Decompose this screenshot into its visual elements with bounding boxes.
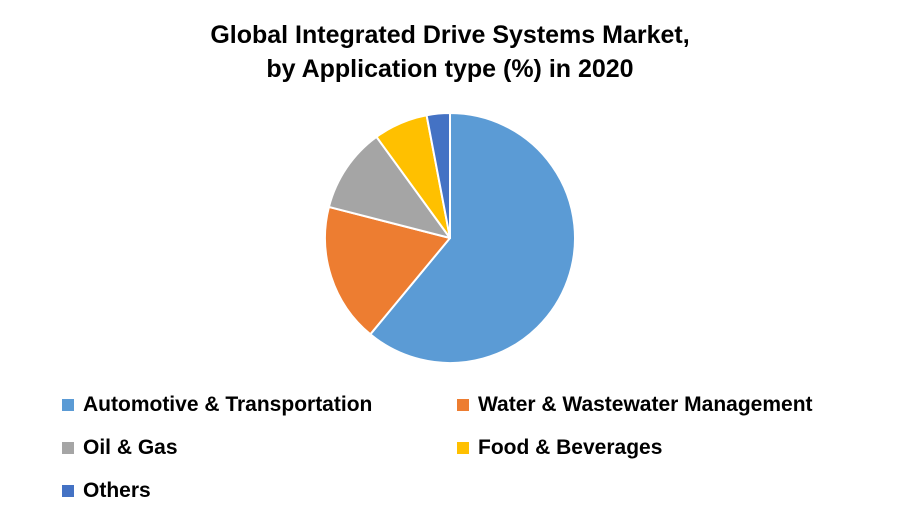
legend-item-2: Oil & Gas xyxy=(62,435,457,461)
legend-label: Others xyxy=(83,479,151,502)
chart-title-line-2: by Application type (%) in 2020 xyxy=(266,55,634,83)
pie-slice-0 xyxy=(369,112,576,364)
legend-item-1: Water & Wastewater Management xyxy=(457,392,882,418)
legend-item-0: Automotive & Transportation xyxy=(62,392,457,418)
chart-title-line-1: Global Integrated Drive Systems Market, xyxy=(210,21,690,49)
legend-swatch xyxy=(457,399,469,411)
pie-slice-2 xyxy=(327,135,451,239)
chart-title: Global Integrated Drive Systems Market, … xyxy=(0,18,900,86)
legend-label: Oil & Gas xyxy=(83,436,178,459)
pie-slice-1 xyxy=(324,205,451,336)
legend-swatch xyxy=(62,442,74,454)
pie-slice-4 xyxy=(425,111,451,239)
legend-label: Food & Beverages xyxy=(478,436,663,459)
legend-swatch xyxy=(62,485,74,497)
legend-swatch xyxy=(62,399,74,411)
legend-item-3: Food & Beverages xyxy=(457,435,882,461)
legend-item-4: Others xyxy=(62,478,457,504)
legend-swatch xyxy=(457,442,469,454)
chart-legend: Automotive & Transportation Water & Waste… xyxy=(62,392,882,504)
legend-label: Automotive & Transportation xyxy=(83,393,373,416)
legend-label: Water & Wastewater Management xyxy=(478,393,813,416)
